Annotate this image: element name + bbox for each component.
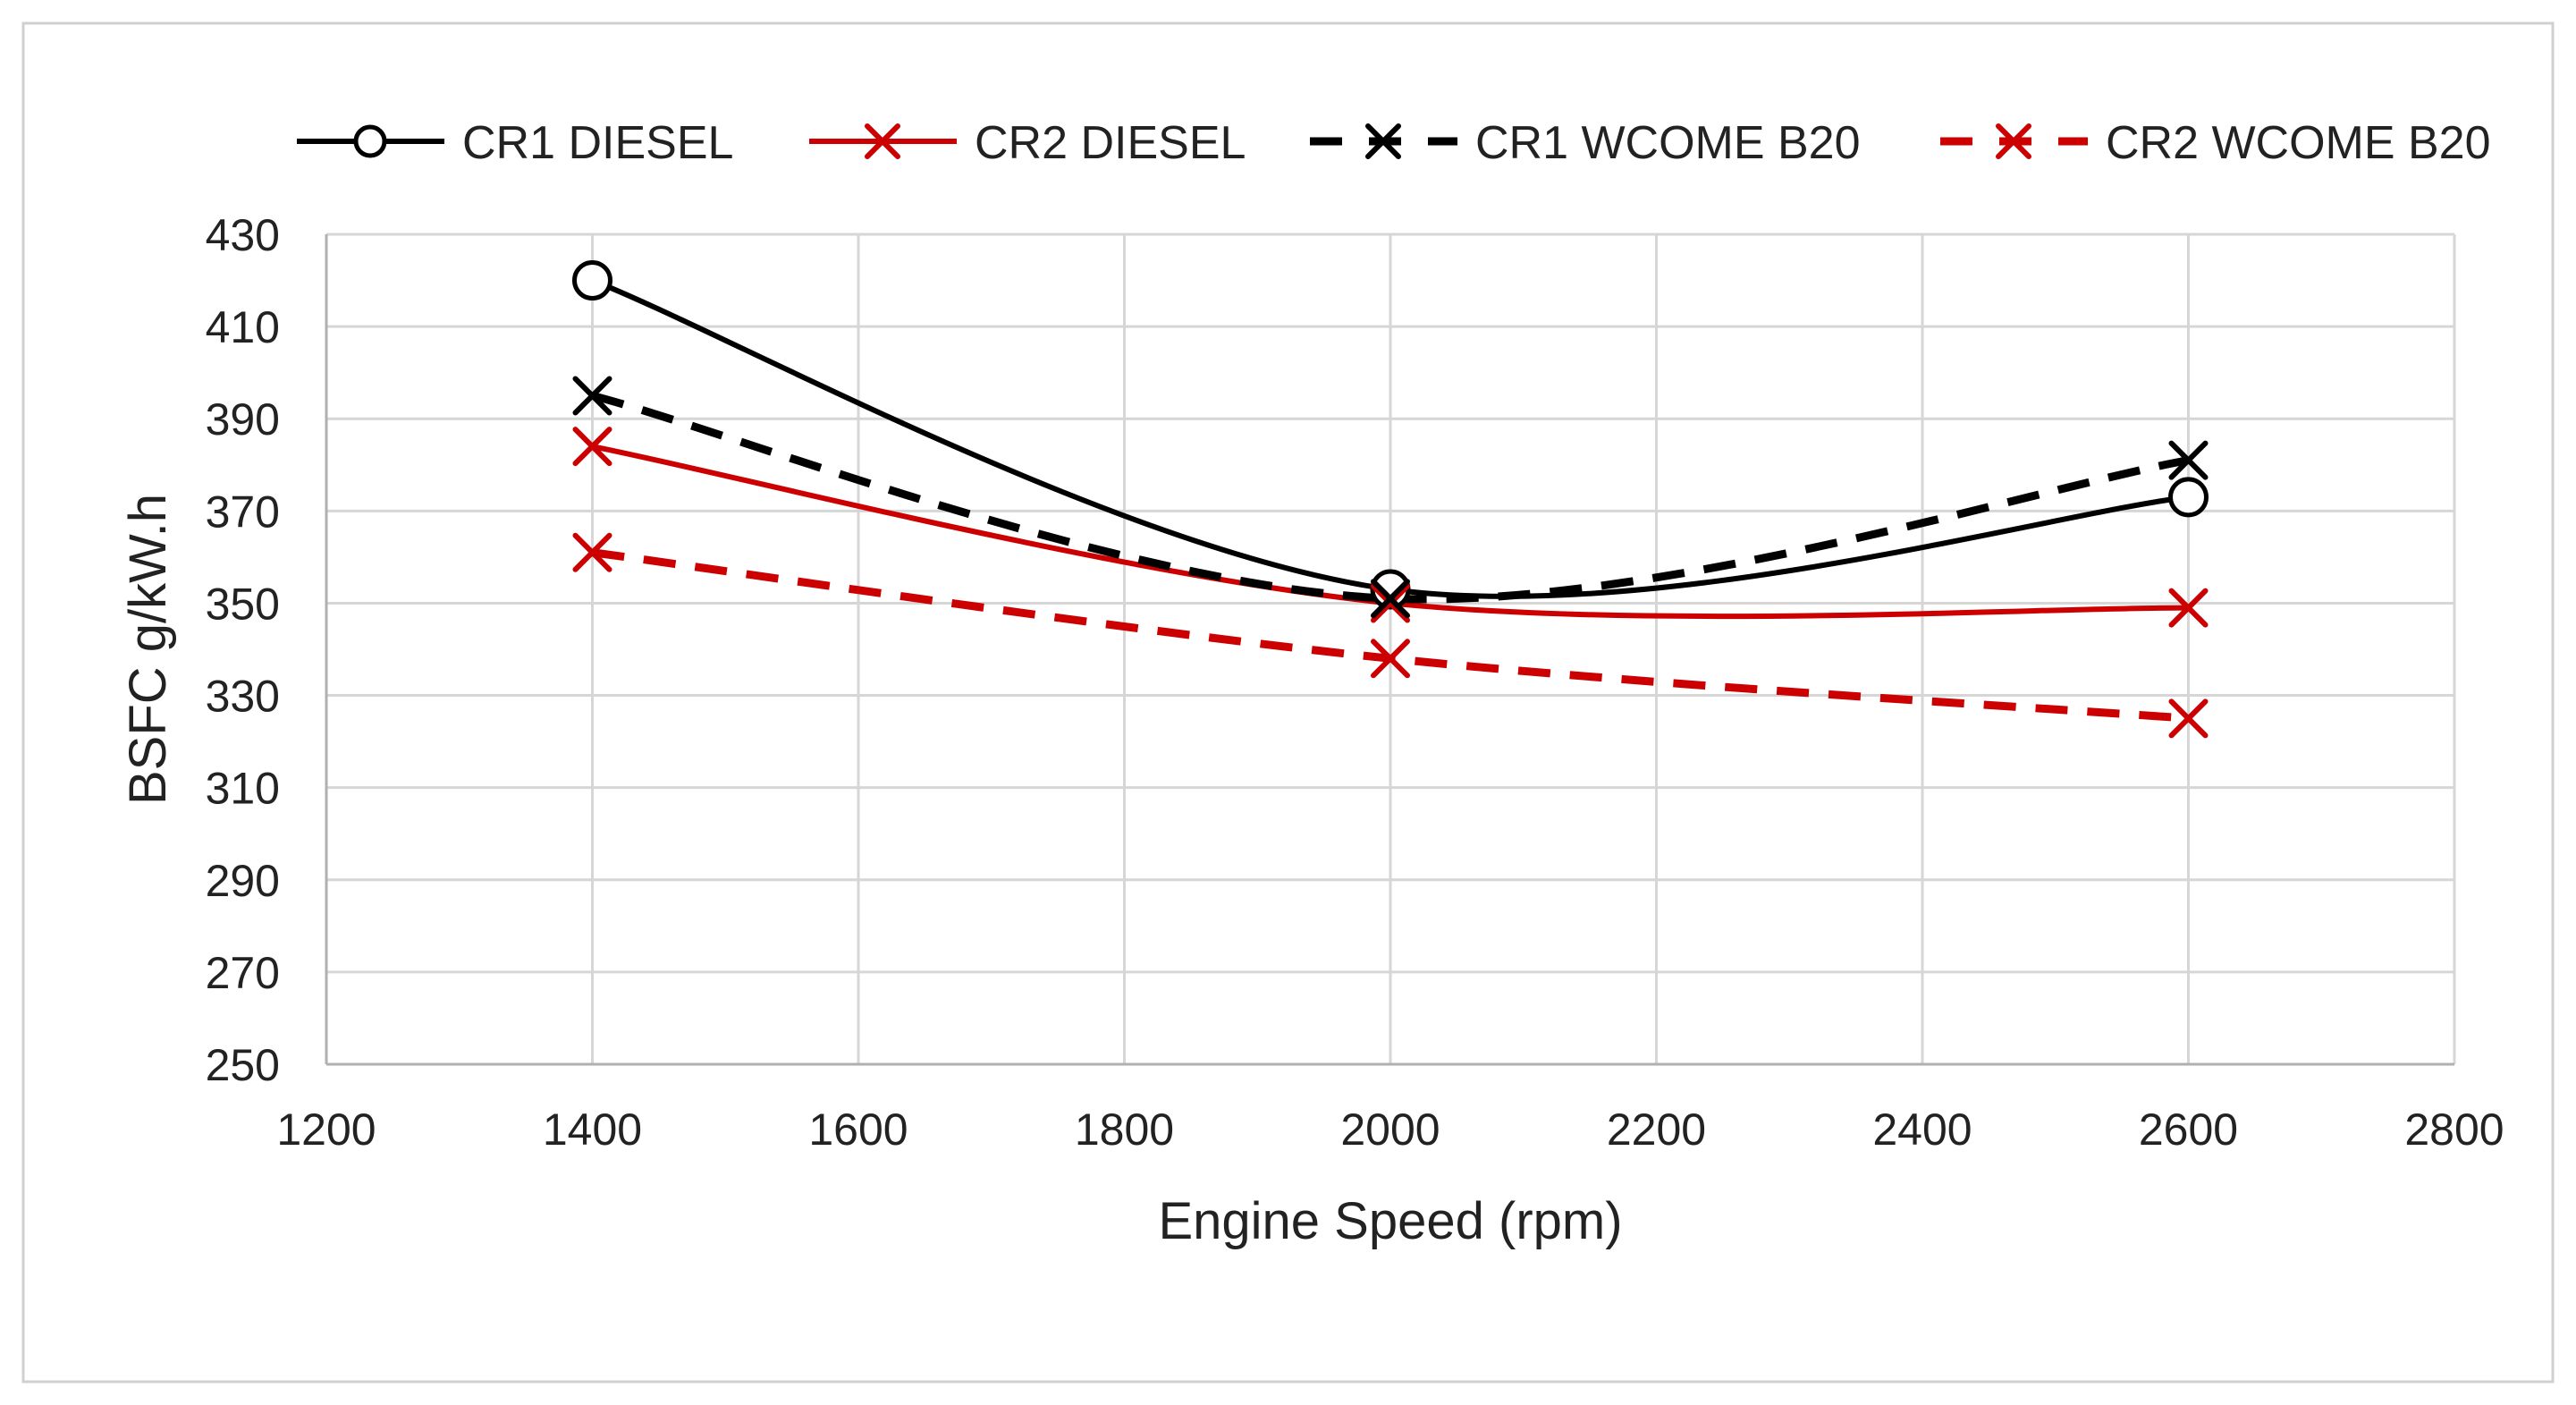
- grid: [325, 233, 2456, 1066]
- data-point-cr1-diesel: [2168, 477, 2209, 518]
- series-line-cr1-wcome-b20: [591, 392, 2190, 604]
- y-tick-label: 250: [206, 1040, 280, 1090]
- marker-stroke: [1365, 123, 1401, 159]
- x-tick-label: 2200: [1607, 1105, 1706, 1155]
- tick-labels: 250 270 290 310 330 350 370 390 410 430 1200 1400 16…: [206, 210, 2504, 1155]
- marker-stroke: [1996, 123, 2031, 159]
- legend: CR1 DIESEL CR2 DIESEL CR1 WCOME B20 CR2 WCO…: [297, 117, 2491, 169]
- x-axis-label: Engine Speed (rpm): [1158, 1192, 1622, 1250]
- legend-label: CR1 DIESEL: [462, 117, 733, 169]
- y-tick-label: 410: [206, 302, 280, 352]
- marker-stroke: [1371, 583, 1410, 623]
- x-tick-label: 1200: [276, 1105, 376, 1155]
- y-tick-label: 370: [206, 487, 280, 537]
- marker-stroke: [1371, 579, 1410, 619]
- x-tick-label: 2800: [2404, 1105, 2504, 1155]
- marker-stroke: [2168, 698, 2209, 739]
- x-tick-label: 2000: [1340, 1105, 1440, 1155]
- legend-item-cr2-wcome-b20: CR2 WCOME B20: [1940, 117, 2491, 169]
- x-tick-label: 2400: [1872, 1105, 1972, 1155]
- data-point-cr1-diesel: [1370, 569, 1411, 610]
- data-point-cr1-wcome-b20: [1371, 579, 1410, 619]
- axes: [325, 234, 2454, 1066]
- data-point-cr1-wcome-b20: [2168, 440, 2209, 480]
- legend-marker: [865, 123, 900, 159]
- legend-marker: [1996, 123, 2031, 159]
- marker-stroke: [865, 123, 900, 159]
- marker-stroke: [572, 427, 612, 467]
- data-point-cr2-wcome-b20: [1371, 639, 1410, 679]
- y-tick-label: 390: [206, 394, 280, 444]
- marker-stroke: [2168, 440, 2209, 480]
- data-point-cr2-wcome-b20: [572, 532, 612, 572]
- y-tick-label: 290: [206, 856, 280, 906]
- x-tick-label: 1600: [808, 1105, 908, 1155]
- marker-stroke: [572, 376, 612, 416]
- legend-label: CR1 WCOME B20: [1475, 117, 1861, 169]
- legend-marker: [353, 124, 387, 158]
- data-point-cr1-diesel: [572, 260, 612, 301]
- x-tick-label: 1800: [1075, 1105, 1174, 1155]
- x-tick-label: 1400: [543, 1105, 642, 1155]
- legend-item-cr1-diesel: CR1 DIESEL: [297, 117, 733, 169]
- y-tick-label: 430: [206, 210, 280, 260]
- legend-label: CR2 DIESEL: [975, 117, 1246, 169]
- data-point-cr2-diesel: [2168, 588, 2209, 628]
- y-axis-label: BSFC g/kW.h: [119, 494, 177, 805]
- legend-marker: [1365, 123, 1401, 159]
- x-tick-label: 2600: [2139, 1105, 2238, 1155]
- marker-stroke: [572, 532, 612, 572]
- legend-item-cr2-diesel: CR2 DIESEL: [809, 117, 1246, 169]
- data-point-cr2-diesel: [572, 427, 612, 467]
- legend-label: CR2 WCOME B20: [2106, 117, 2491, 169]
- y-tick-label: 330: [206, 672, 280, 722]
- data-point-cr2-diesel: [1371, 583, 1410, 623]
- marker-stroke: [2168, 588, 2209, 628]
- marker-stroke: [1371, 639, 1410, 679]
- series-markers: [572, 260, 2209, 739]
- y-tick-label: 270: [206, 948, 280, 998]
- data-point-cr2-wcome-b20: [2168, 698, 2209, 739]
- y-tick-label: 350: [206, 579, 280, 629]
- y-tick-label: 310: [206, 764, 280, 814]
- legend-item-cr1-wcome-b20: CR1 WCOME B20: [1310, 117, 1861, 169]
- data-point-cr1-wcome-b20: [572, 376, 612, 416]
